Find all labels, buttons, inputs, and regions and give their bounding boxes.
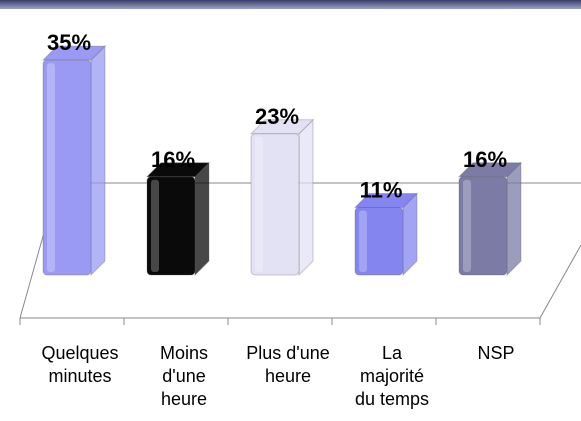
value-label: 11% xyxy=(360,177,403,202)
bar-side xyxy=(90,44,106,277)
x-tick-label: Moins d'une heure xyxy=(159,343,208,409)
bar-shine xyxy=(359,210,367,272)
bar xyxy=(145,161,211,277)
x-tick-label: Plus d'une heure xyxy=(246,343,330,386)
bar-side xyxy=(194,161,210,277)
bar xyxy=(457,161,523,277)
bar-shine xyxy=(151,179,159,272)
value-label: 16% xyxy=(463,147,507,172)
bar-side xyxy=(506,161,522,277)
value-label: 35% xyxy=(47,30,91,55)
header-band xyxy=(0,0,581,9)
x-tick-label: NSP xyxy=(477,343,515,363)
value-label: 16% xyxy=(151,147,195,172)
value-label: 23% xyxy=(255,104,299,129)
x-tick-label: Quelques minutes xyxy=(41,343,119,386)
floor-right xyxy=(539,244,581,319)
bar xyxy=(353,192,419,277)
bar-front xyxy=(42,59,92,276)
bar xyxy=(41,44,107,277)
bar-front xyxy=(354,206,404,276)
bar xyxy=(249,118,315,277)
bar-shine xyxy=(255,136,263,272)
x-tick-label: La majorité du temps xyxy=(354,343,430,409)
bar-front xyxy=(458,176,508,276)
bar-shine xyxy=(463,179,471,272)
bar-front xyxy=(250,133,300,276)
bar-front xyxy=(146,176,196,276)
bar-side xyxy=(298,118,314,277)
bar-shine xyxy=(47,63,55,272)
